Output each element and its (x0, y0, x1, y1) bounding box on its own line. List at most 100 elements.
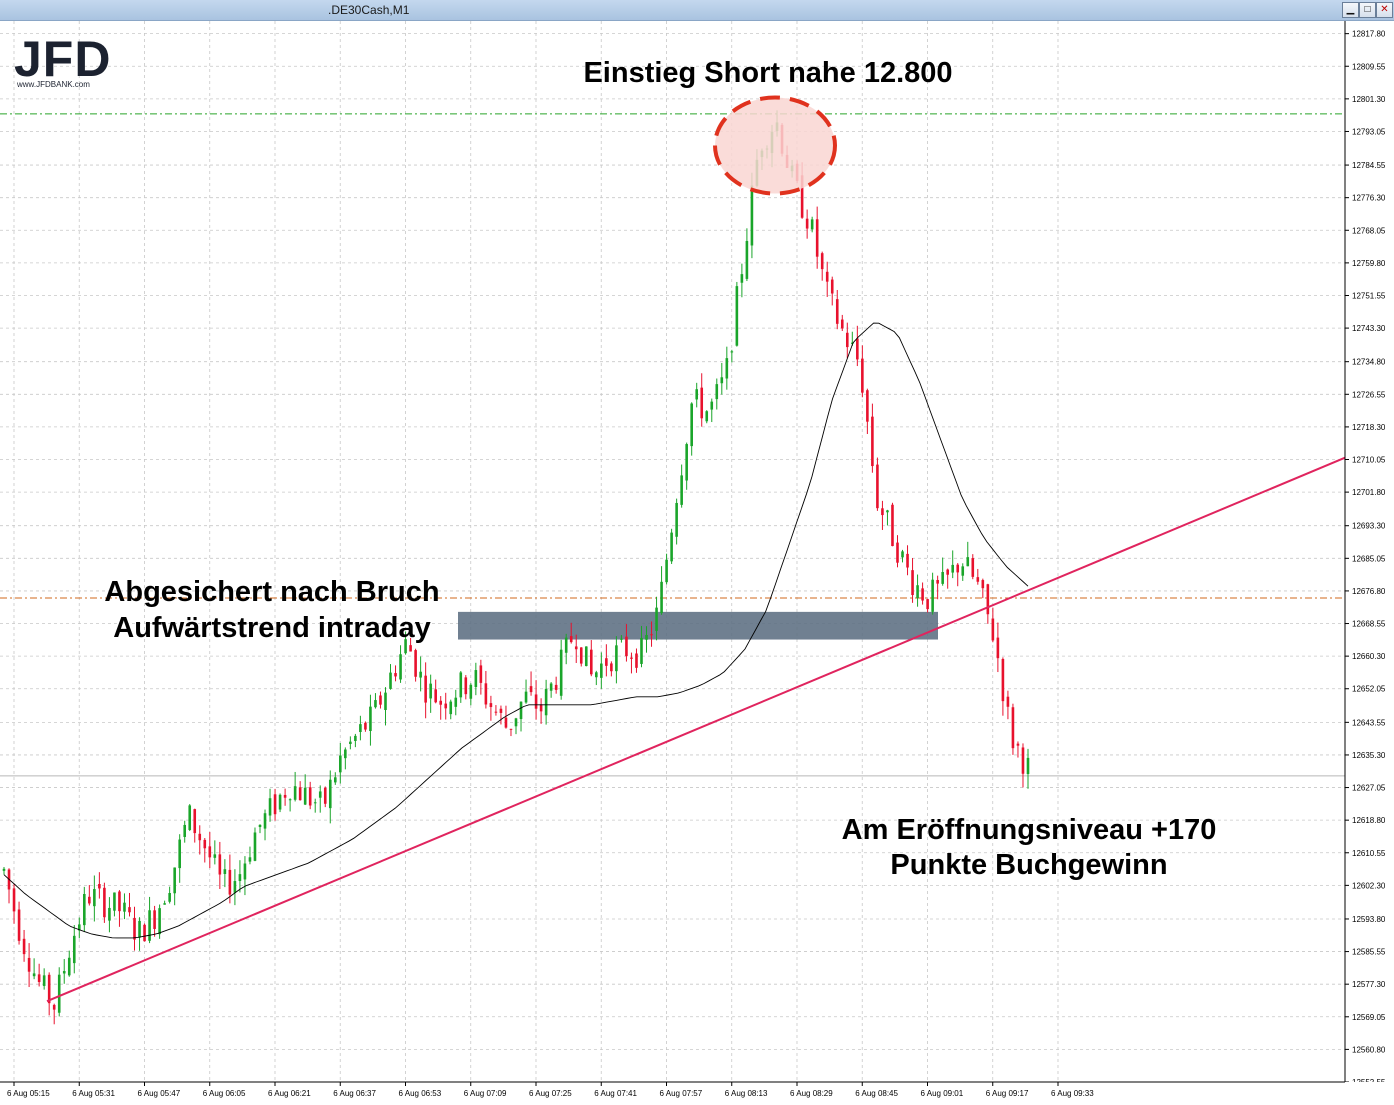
maximize-button[interactable]: □ (1359, 2, 1376, 18)
time-tick-label: 6 Aug 07:57 (660, 1089, 703, 1098)
candle-body (333, 777, 337, 783)
candle-body (615, 645, 618, 672)
candle-body (2, 868, 6, 871)
jfd-logo: JFD www.JFDBANK.com (14, 31, 110, 89)
trendline[interactable] (46, 456, 1346, 1003)
candle-body (72, 935, 76, 964)
time-tick-label: 6 Aug 06:37 (333, 1089, 376, 1098)
candle-body (1026, 757, 1030, 775)
price-tick-label: 12726.55 (1352, 390, 1386, 399)
price-tick-label: 12776.30 (1352, 194, 1386, 203)
candle-body (961, 566, 965, 576)
close-button[interactable]: ✕ (1376, 2, 1393, 18)
zone-layer (458, 611, 938, 640)
candle-body (98, 883, 101, 889)
candle-body (956, 564, 960, 573)
price-tick-label: 12743.30 (1352, 324, 1386, 333)
candle-body (248, 857, 252, 862)
candle-body (559, 649, 563, 696)
candle-body (469, 684, 473, 699)
candle-body (484, 683, 488, 705)
candle-body (579, 647, 583, 664)
candle-body (328, 779, 332, 809)
time-tick-label: 6 Aug 07:09 (464, 1089, 507, 1098)
price-tick-label: 12784.55 (1352, 161, 1386, 170)
candle-body (394, 673, 397, 677)
candle-body (645, 634, 648, 640)
candle-body (83, 893, 86, 926)
price-tick-label: 12560.80 (1352, 1045, 1386, 1054)
candle-body (419, 671, 422, 678)
candle-body (730, 351, 734, 353)
candle-body (118, 891, 121, 912)
candle-body (926, 599, 929, 610)
entry-annotation: Einstieg Short nahe 12.800 (583, 57, 952, 89)
candle-body (27, 957, 31, 972)
candle-body (12, 888, 16, 912)
candle-body (715, 384, 719, 400)
candle-body (881, 508, 884, 516)
candle-body (630, 657, 633, 659)
candle-body (158, 908, 161, 935)
candle-body (835, 299, 839, 324)
candle-body (589, 649, 593, 675)
candle-body (424, 675, 427, 703)
candle-body (143, 924, 146, 942)
candle-body (981, 580, 985, 589)
candle-body (936, 579, 939, 584)
price-tick-label: 12817.80 (1352, 30, 1386, 39)
candle-body (354, 735, 357, 741)
candle-body (464, 677, 468, 695)
price-chart[interactable]: 12630.00 12817.8012809.5512801.3012793.0… (0, 21, 1394, 1105)
candle-body (554, 684, 558, 690)
price-tick-label: 12660.30 (1352, 652, 1386, 661)
price-tick-label: 12718.30 (1352, 423, 1386, 432)
candle-body (705, 411, 709, 422)
candle-body (1021, 747, 1025, 774)
candle-body (991, 618, 995, 641)
price-tick-label: 12593.80 (1352, 915, 1386, 924)
candle-body (675, 502, 678, 537)
candle-body (1001, 658, 1005, 702)
candle-body (293, 786, 297, 800)
candle-body (725, 358, 729, 379)
candle-body (193, 809, 197, 834)
candle-body (62, 971, 66, 974)
candle-body (660, 581, 663, 614)
candle-body (886, 510, 889, 513)
candle-body (810, 219, 814, 230)
candle-body (223, 869, 227, 874)
candle-body (153, 910, 156, 929)
candle-body (866, 390, 869, 422)
candle-body (996, 637, 1000, 659)
price-tick-label: 12751.55 (1352, 291, 1386, 300)
entry-circle-marker (713, 95, 837, 196)
minimize-button[interactable]: ▁ (1342, 2, 1359, 18)
candle-body (871, 416, 874, 467)
candle-body (17, 909, 21, 941)
candle-body (625, 636, 628, 657)
time-tick-label: 6 Aug 08:45 (855, 1089, 898, 1098)
candle-body (745, 240, 749, 279)
candle-body (77, 924, 81, 931)
time-tick-label: 6 Aug 08:29 (790, 1089, 833, 1098)
candle-body (569, 636, 573, 643)
candle-body (971, 558, 975, 577)
candle-body (384, 692, 387, 710)
price-tick-label: 12627.05 (1352, 784, 1386, 793)
price-tick-label: 12801.30 (1352, 95, 1386, 104)
candle-body (389, 672, 392, 689)
candle-body (148, 910, 151, 941)
time-tick-label: 6 Aug 09:33 (1051, 1089, 1094, 1098)
candle-body (298, 787, 302, 801)
price-tick-label: 12685.05 (1352, 554, 1386, 563)
candle-body (374, 700, 377, 708)
candle-body (288, 799, 292, 801)
candle-body (449, 701, 453, 715)
candle-body (228, 869, 232, 895)
candle-body (640, 637, 643, 664)
result-annotation-line2: Punkte Buchgewinn (890, 849, 1167, 881)
candle-body (188, 805, 192, 830)
candle-body (966, 557, 970, 567)
candle-body (519, 701, 523, 720)
